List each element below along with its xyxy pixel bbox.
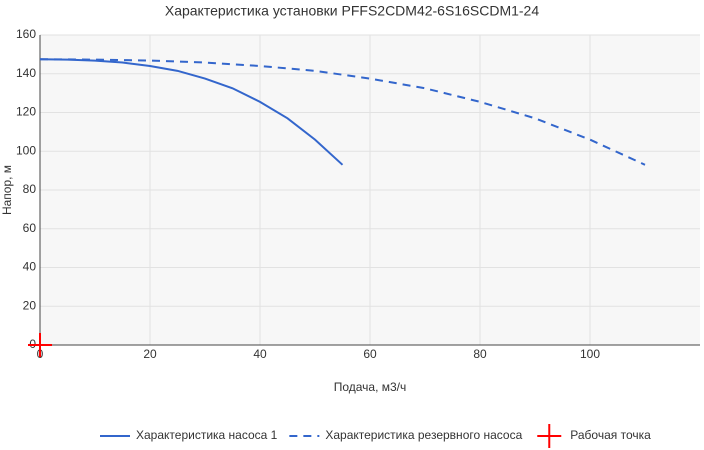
x-tick-label: 20 [143,347,157,361]
legend-label[interactable]: Характеристика резервного насоса [325,428,522,442]
y-tick-label: 120 [16,105,36,119]
cross [537,424,562,448]
y-tick-label: 100 [16,143,36,157]
y-axis-title: Напор, м [0,165,14,215]
legend-label[interactable]: Характеристика насоса 1 [136,428,278,442]
cross [28,333,52,357]
x-axis-title: Подача, м3/ч [334,380,407,394]
x-tick-label: 60 [363,347,377,361]
y-tick-label: 80 [23,182,37,196]
y-tick-label: 20 [23,298,37,312]
series-line [39,58,646,166]
x-tick-label: 80 [473,347,487,361]
y-tick-label: 40 [23,260,37,274]
chart-title: Характеристика установки PFFS2CDM42-6S16… [165,3,539,19]
x-tick-label: 100 [580,347,600,361]
y-tick-label: 140 [16,66,36,80]
legend-label[interactable]: Рабочая точка [570,428,651,442]
y-tick-label: 160 [16,27,36,41]
marker [537,424,562,448]
y-tick-label: 60 [23,221,37,235]
x-tick-label: 40 [253,347,267,361]
marker [28,333,52,357]
series-line [39,58,344,166]
